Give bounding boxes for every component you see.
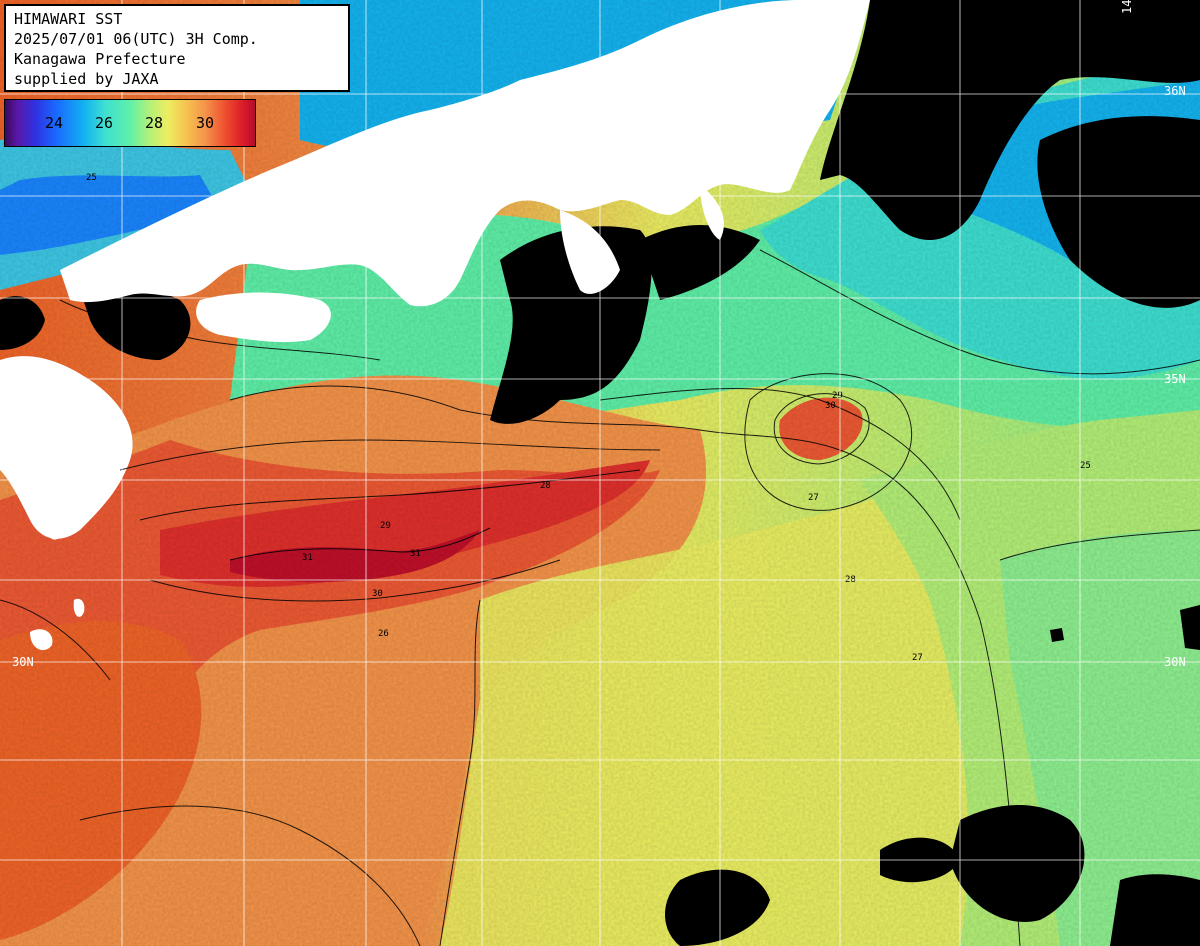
contour-label-25: 25 — [1080, 461, 1091, 471]
land-mass — [0, 0, 870, 651]
contour-30b — [149, 559, 561, 602]
contour-label-31: 31 — [410, 549, 421, 559]
contour-31 — [229, 527, 491, 561]
contour-label-27: 27 — [912, 653, 923, 663]
contour-label-28: 28 — [540, 481, 551, 491]
contour-label-31: 31 — [302, 553, 313, 563]
land-island-b — [30, 629, 53, 651]
map-title: HIMAWARI SST — [14, 10, 123, 28]
contour-eddy-outer — [744, 373, 912, 511]
lat-label-30n-right: 30N — [1164, 655, 1186, 669]
lon-label-144e: 144E — [1120, 0, 1134, 14]
contour-eddy — [773, 393, 870, 465]
contour-south — [79, 805, 421, 946]
contour-east-27 — [999, 529, 1200, 561]
legend-label-24: 24 — [45, 114, 64, 132]
contour-30 — [139, 469, 641, 521]
land-kyushu — [0, 356, 133, 539]
land-island-d — [44, 516, 63, 540]
contour-label-25: 25 — [86, 173, 97, 183]
lat-label-36n: 36N — [1164, 84, 1186, 98]
map-timestamp: 2025/07/01 06(UTC) 3H Comp. — [14, 30, 258, 48]
land-honshu — [60, 0, 870, 307]
lat-label-30n-left: 30N — [12, 655, 34, 669]
contour-label-29: 29 — [832, 391, 843, 401]
map-credit: supplied by JAXA — [14, 70, 159, 88]
lat-label-35n: 35N — [1164, 372, 1186, 386]
contour-28 — [459, 409, 1021, 946]
map-info-box: HIMAWARI SST 2025/07/01 06(UTC) 3H Comp.… — [4, 4, 350, 92]
contour-label-29: 29 — [380, 521, 391, 531]
map-source-org: Kanagawa Prefecture — [14, 50, 186, 68]
contour-26 — [229, 385, 461, 411]
contour-label-30: 30 — [372, 589, 383, 599]
contour-west — [0, 599, 111, 681]
contour-27 — [599, 387, 961, 521]
legend-label-28: 28 — [145, 114, 164, 132]
contour-lines — [0, 249, 1200, 946]
sst-color-scale — [4, 99, 256, 147]
land-island-a — [479, 155, 502, 180]
land-kii — [560, 210, 620, 294]
land-island-c — [73, 598, 85, 617]
legend-label-26: 26 — [95, 114, 114, 132]
contour-label-30: 30 — [825, 401, 836, 411]
land-izu — [700, 185, 724, 240]
contour-label-26: 26 — [378, 629, 389, 639]
contour-label-27: 27 — [808, 493, 819, 503]
contour-29 — [119, 439, 661, 471]
land-island-e — [9, 377, 26, 397]
legend-label-30: 30 — [196, 114, 215, 132]
land-shikoku — [196, 292, 331, 343]
contour-north-coast — [59, 299, 381, 361]
